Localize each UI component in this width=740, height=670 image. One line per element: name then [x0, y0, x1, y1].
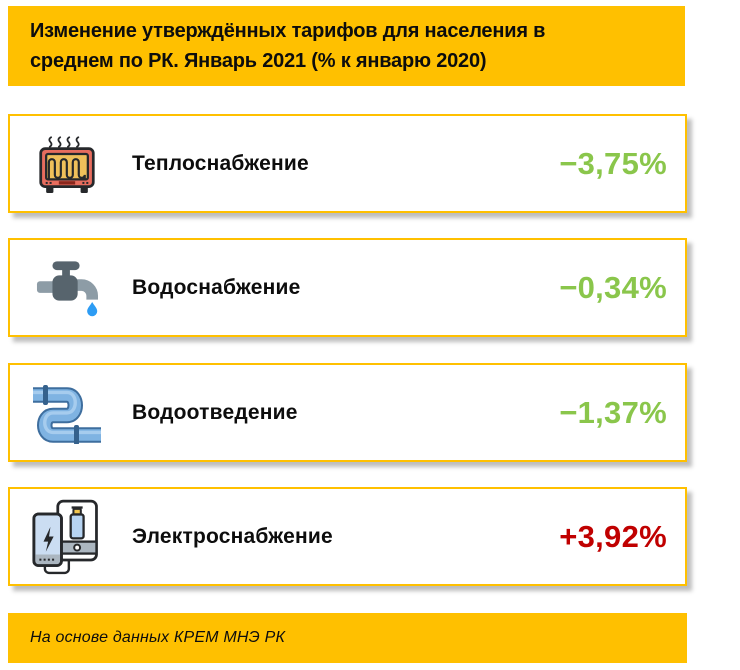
row-value-heating: −3,75% [559, 145, 667, 181]
faucet-icon [24, 257, 110, 319]
pipe-icon [24, 382, 110, 444]
row-label-drainage: Водоотведение [132, 400, 298, 424]
charging-icon [24, 499, 110, 575]
row-value-drainage: −1,37% [559, 394, 667, 430]
footer-banner: На основе данных КРЕМ МНЭ РК [8, 613, 687, 663]
heater-icon [24, 133, 110, 195]
row-label-heating: Теплоснабжение [132, 151, 309, 175]
page-title-line-1: Изменение утверждённых тарифов для насел… [30, 20, 546, 42]
row-label-electricity: Электроснабжение [132, 524, 333, 548]
row-value-electricity: +3,92% [559, 518, 667, 554]
row-value-water-supply: −0,34% [559, 269, 667, 305]
data-source-note: На основе данных КРЕМ МНЭ РК [30, 629, 286, 646]
header-banner: Изменение утверждённых тарифов для насел… [8, 6, 685, 86]
row-drainage: Водоотведение −1,37% [8, 363, 687, 462]
row-water-supply: Водоснабжение −0,34% [8, 238, 687, 337]
row-heating: Теплоснабжение −3,75% [8, 114, 687, 213]
row-electricity: Электроснабжение +3,92% [8, 487, 687, 586]
row-label-water-supply: Водоснабжение [132, 275, 301, 299]
page-title-line-2: среднем по РК. Январь 2021 (% к январю 2… [30, 50, 487, 72]
